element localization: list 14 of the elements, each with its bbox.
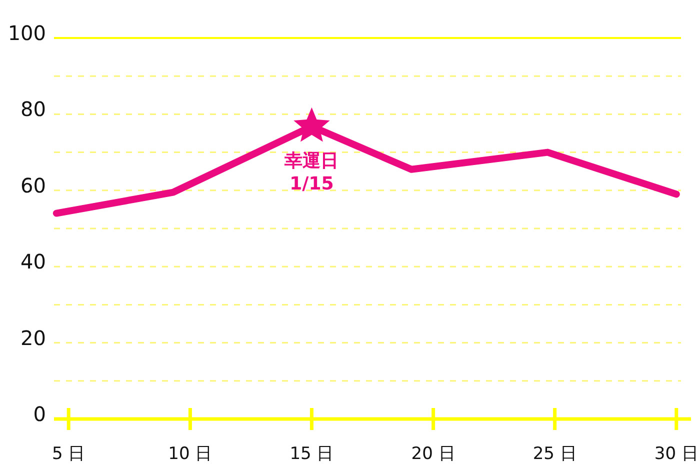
y-tick-label: 40 [20, 250, 46, 274]
y-tick-label: 20 [20, 326, 46, 350]
x-tick-label: 10 日 [168, 444, 212, 464]
y-tick-label: 100 [8, 21, 46, 45]
annotation: 幸運日 [284, 150, 339, 172]
x-tick-label: 30 日 [654, 444, 698, 464]
annotation: 1/15 [290, 173, 334, 194]
x-tick-label: 25 日 [532, 444, 577, 464]
x-tick-label: 20 日 [411, 444, 456, 464]
x-tick-label: 5 日 [52, 444, 86, 464]
y-tick-label: 60 [20, 173, 46, 198]
y-tick-label: 0 [33, 402, 46, 426]
x-tick-label: 15 日 [290, 444, 334, 464]
y-tick-label: 80 [20, 97, 46, 122]
